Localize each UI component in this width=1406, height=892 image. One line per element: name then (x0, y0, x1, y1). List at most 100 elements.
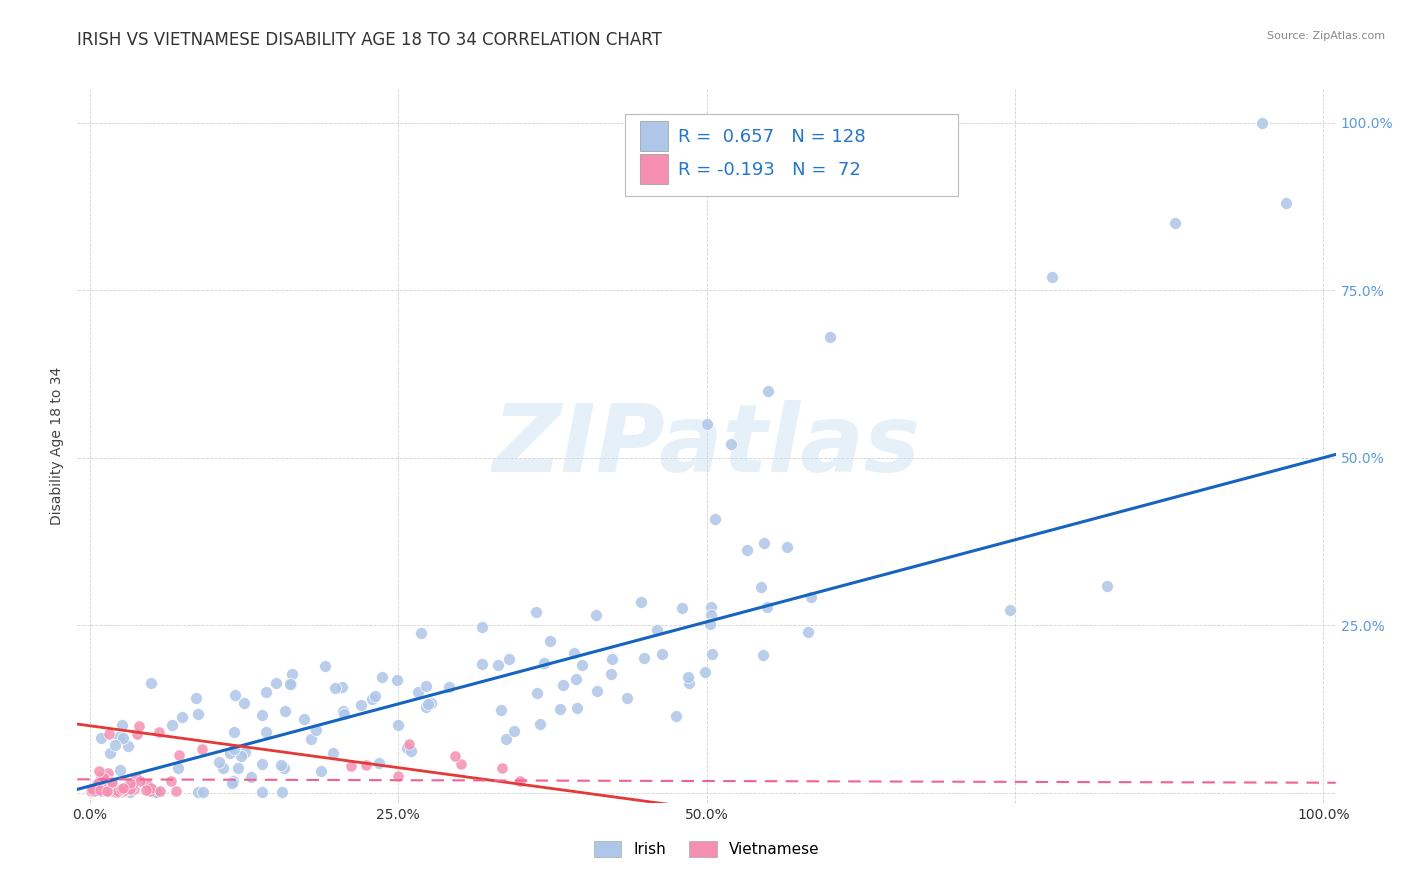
Irish (571, 658, 593, 673)
Irish (146, 785, 169, 799)
Vietnamese (108, 784, 131, 798)
Irish (330, 680, 353, 694)
Vietnamese (110, 781, 132, 796)
Irish (387, 718, 409, 732)
Irish (364, 690, 387, 704)
Irish (602, 652, 624, 666)
Irish (167, 761, 190, 775)
Irish (221, 776, 243, 790)
Irish (139, 676, 162, 690)
Vietnamese (104, 785, 127, 799)
Vietnamese (112, 783, 135, 797)
Irish (700, 600, 723, 615)
Vietnamese (148, 725, 170, 739)
Irish (553, 678, 575, 692)
Irish (292, 713, 315, 727)
Irish (495, 731, 517, 746)
Text: R =  0.657   N = 128: R = 0.657 N = 128 (678, 128, 865, 146)
Irish (565, 672, 588, 686)
Vietnamese (108, 784, 131, 798)
Irish (401, 744, 423, 758)
Irish (678, 676, 700, 690)
Irish (108, 730, 131, 744)
Vietnamese (97, 766, 120, 780)
Vietnamese (105, 785, 128, 799)
Irish (471, 620, 494, 634)
Irish (117, 739, 139, 754)
Irish (752, 648, 775, 663)
Vietnamese (111, 781, 134, 796)
Vietnamese (354, 757, 377, 772)
Irish (486, 658, 509, 673)
Irish (311, 764, 333, 779)
Irish (796, 625, 818, 640)
Irish (280, 677, 302, 691)
Vietnamese (80, 782, 103, 797)
Irish (529, 717, 551, 731)
Irish (1095, 579, 1118, 593)
Irish (270, 785, 292, 799)
Vietnamese (87, 764, 110, 778)
Irish (735, 543, 758, 558)
Irish (665, 709, 688, 723)
Vietnamese (86, 776, 108, 790)
Vietnamese (107, 783, 129, 797)
Vietnamese (444, 749, 467, 764)
Vietnamese (101, 783, 124, 797)
Irish (208, 755, 231, 769)
Vietnamese (96, 783, 118, 797)
Irish (104, 738, 127, 752)
Irish (112, 731, 135, 746)
Irish (224, 688, 246, 702)
Irish (224, 742, 246, 756)
Vietnamese (90, 780, 112, 794)
Irish (647, 623, 669, 637)
Irish (1040, 269, 1063, 284)
Vietnamese (80, 782, 103, 797)
Irish (1164, 216, 1187, 230)
Irish (350, 698, 373, 713)
Vietnamese (89, 778, 111, 792)
Irish (696, 417, 718, 432)
Irish (229, 749, 252, 764)
Irish (107, 785, 129, 799)
Irish (720, 437, 742, 451)
Irish (273, 761, 295, 775)
Irish (586, 684, 609, 698)
Irish (142, 785, 165, 799)
Irish (280, 677, 302, 691)
Irish (264, 676, 287, 690)
Vietnamese (128, 774, 150, 789)
Text: R = -0.193   N =  72: R = -0.193 N = 72 (678, 161, 860, 178)
Irish (704, 512, 727, 526)
Irish (371, 670, 394, 684)
Irish (699, 617, 721, 632)
Irish (418, 698, 440, 712)
Irish (633, 650, 655, 665)
Irish (567, 701, 589, 715)
Irish (415, 679, 437, 693)
Vietnamese (93, 771, 115, 785)
Irish (498, 652, 520, 666)
Text: Source: ZipAtlas.com: Source: ZipAtlas.com (1267, 31, 1385, 41)
Irish (314, 659, 336, 673)
Irish (756, 599, 779, 614)
Vietnamese (167, 747, 190, 762)
Irish (676, 670, 699, 684)
Vietnamese (135, 783, 157, 797)
Irish (212, 761, 235, 775)
Irish (232, 696, 254, 710)
Irish (471, 657, 494, 672)
Vietnamese (387, 768, 409, 782)
Text: ZIPatlas: ZIPatlas (492, 400, 921, 492)
Irish (256, 685, 278, 699)
Vietnamese (97, 774, 120, 789)
Bar (640, 154, 668, 184)
Vietnamese (91, 772, 114, 787)
Irish (160, 718, 183, 732)
Vietnamese (450, 756, 472, 771)
Irish (187, 707, 209, 722)
Irish (651, 647, 673, 661)
Vietnamese (105, 783, 128, 797)
Irish (616, 691, 638, 706)
